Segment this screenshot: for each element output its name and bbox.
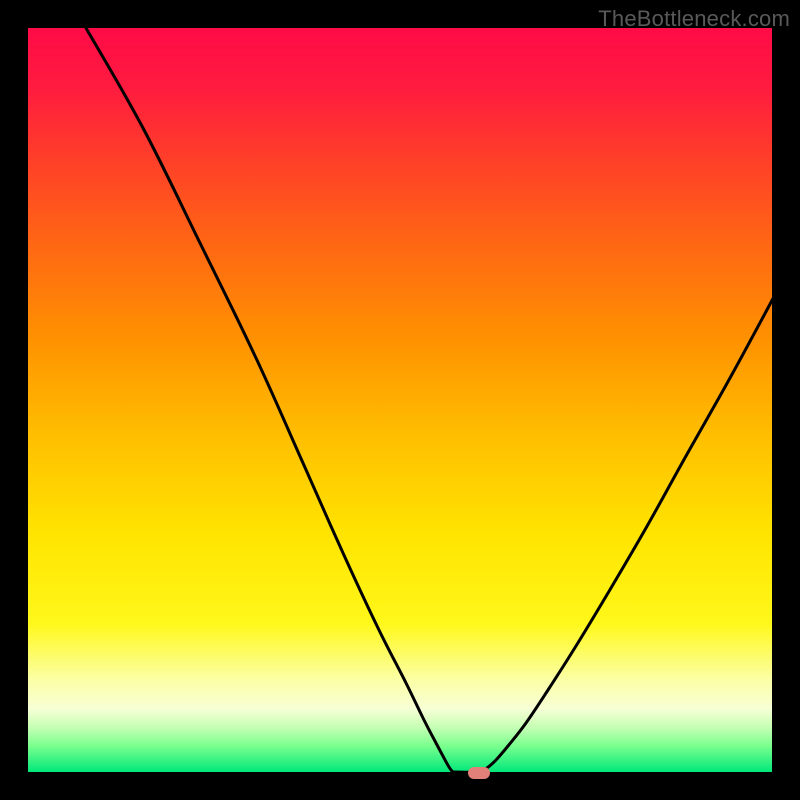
watermark-text: TheBottleneck.com — [598, 6, 790, 32]
bottleneck-curve-layer — [0, 0, 800, 800]
bottleneck-curve — [86, 28, 800, 772]
chart-container: TheBottleneck.com — [0, 0, 800, 800]
optimal-marker — [468, 767, 490, 779]
